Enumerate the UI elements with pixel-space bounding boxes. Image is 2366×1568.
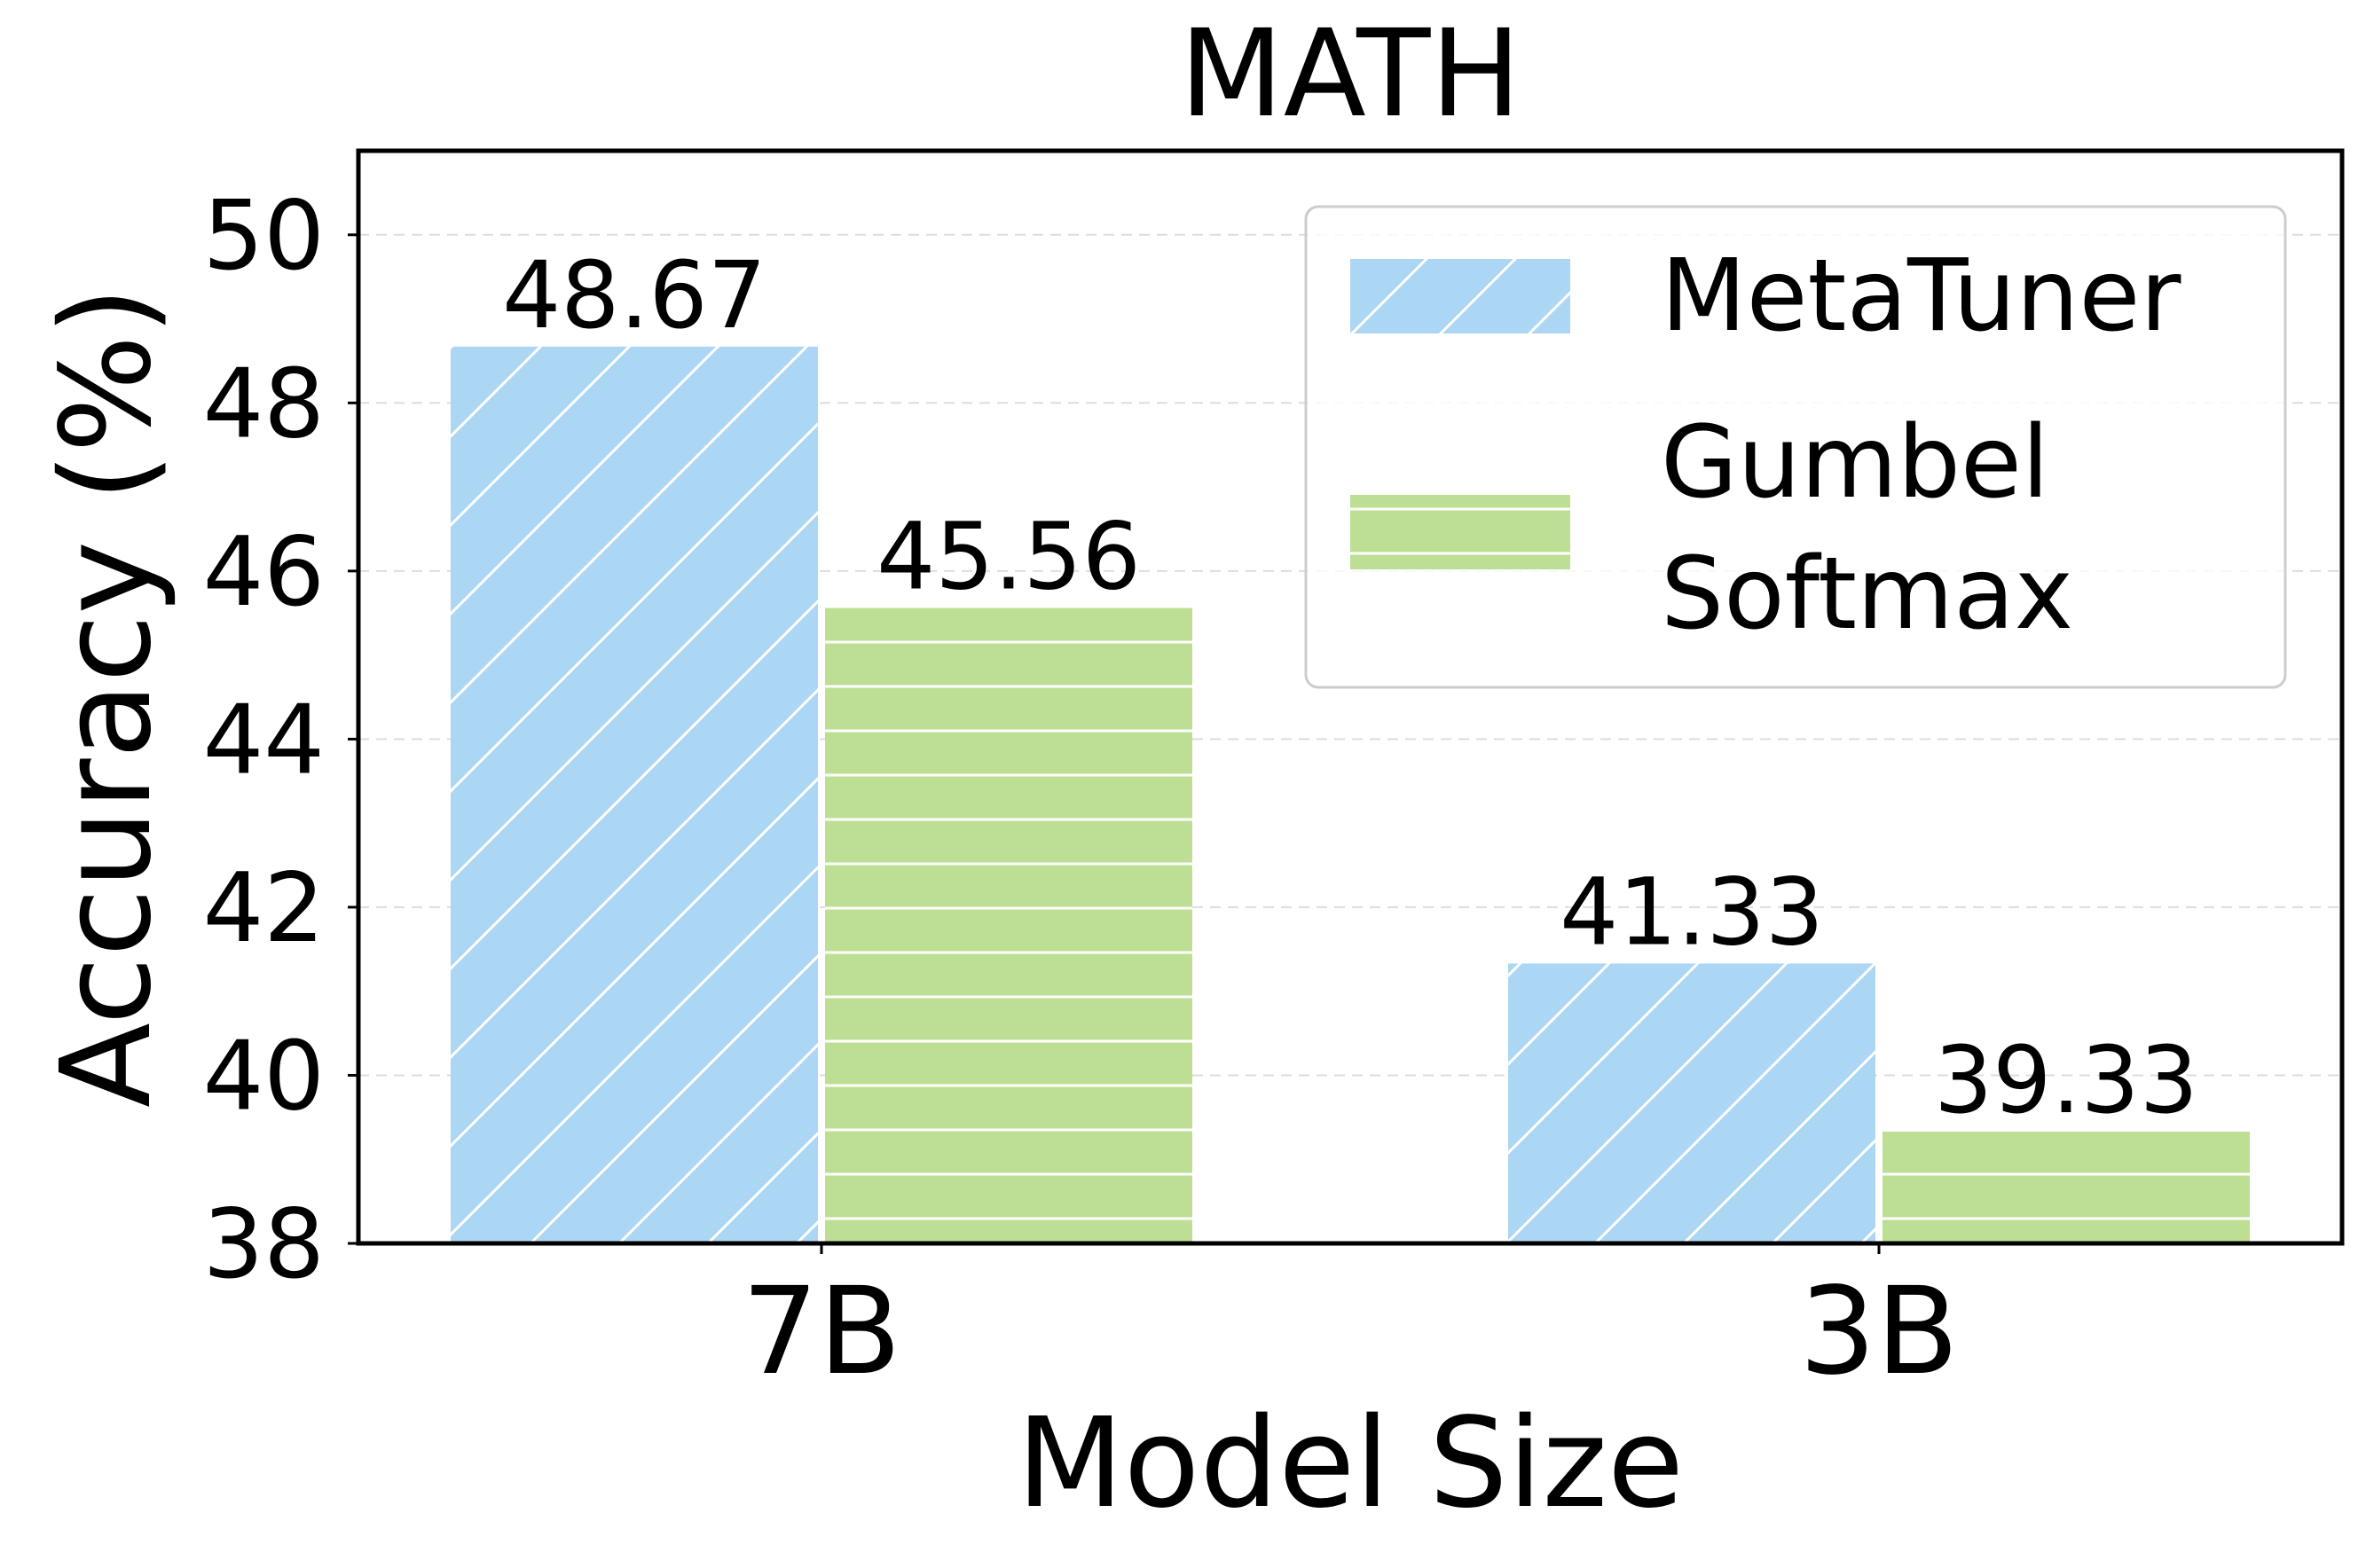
legend: MetaTuner Gumbel Softmax bbox=[1304, 205, 2287, 689]
y-tick-label-38: 38 bbox=[203, 1189, 325, 1300]
legend-label-gumbel-softmax: Gumbel Softmax bbox=[1661, 405, 2081, 652]
y-tick-label-44: 44 bbox=[203, 685, 325, 796]
bar-metatuner-3B bbox=[1508, 963, 1875, 1243]
y-tick-label-40: 40 bbox=[203, 1021, 325, 1132]
bars-group bbox=[451, 346, 2250, 1243]
legend-label-gumbel-line2: Softmax bbox=[1661, 537, 2073, 652]
legend-swatch-metatuner bbox=[1350, 259, 1570, 333]
legend-label-gumbel-line1: Gumbel bbox=[1661, 405, 2049, 521]
x-axis: 7B 3B bbox=[742, 1243, 1959, 1402]
legend-swatch-gumbel-softmax bbox=[1350, 495, 1570, 569]
bar-gumbel-softmax-3B bbox=[1883, 1131, 2250, 1243]
chart-title: MATH bbox=[1179, 4, 1521, 145]
bar-gumbel-softmax-7B bbox=[825, 608, 1192, 1243]
y-tick-label-42: 42 bbox=[203, 853, 325, 964]
bar-label-metatuner-7B: 48.67 bbox=[502, 241, 766, 349]
y-tick-label-50: 50 bbox=[203, 181, 325, 292]
legend-label-metatuner: MetaTuner bbox=[1661, 239, 2181, 354]
x-tick-label-7B: 7B bbox=[742, 1262, 901, 1402]
bar-label-gumbel-softmax-3B: 39.33 bbox=[1934, 1026, 2198, 1134]
bar-label-metatuner-3B: 41.33 bbox=[1560, 858, 1824, 966]
x-tick-label-3B: 3B bbox=[1799, 1262, 1959, 1402]
y-axis: 38 40 42 44 46 48 50 bbox=[203, 181, 358, 1300]
y-axis-label: Accuracy (%) bbox=[35, 286, 179, 1108]
bar-value-labels: 48.67 41.33 45.56 39.33 bbox=[502, 241, 2198, 1134]
bar-metatuner-7B bbox=[451, 346, 818, 1243]
y-tick-label-46: 46 bbox=[203, 517, 325, 628]
x-axis-label: Model Size bbox=[1017, 1392, 1684, 1536]
bar-label-gumbel-softmax-7B: 45.56 bbox=[876, 503, 1141, 611]
plot-frame bbox=[356, 148, 2345, 1246]
y-tick-label-48: 48 bbox=[203, 349, 325, 459]
